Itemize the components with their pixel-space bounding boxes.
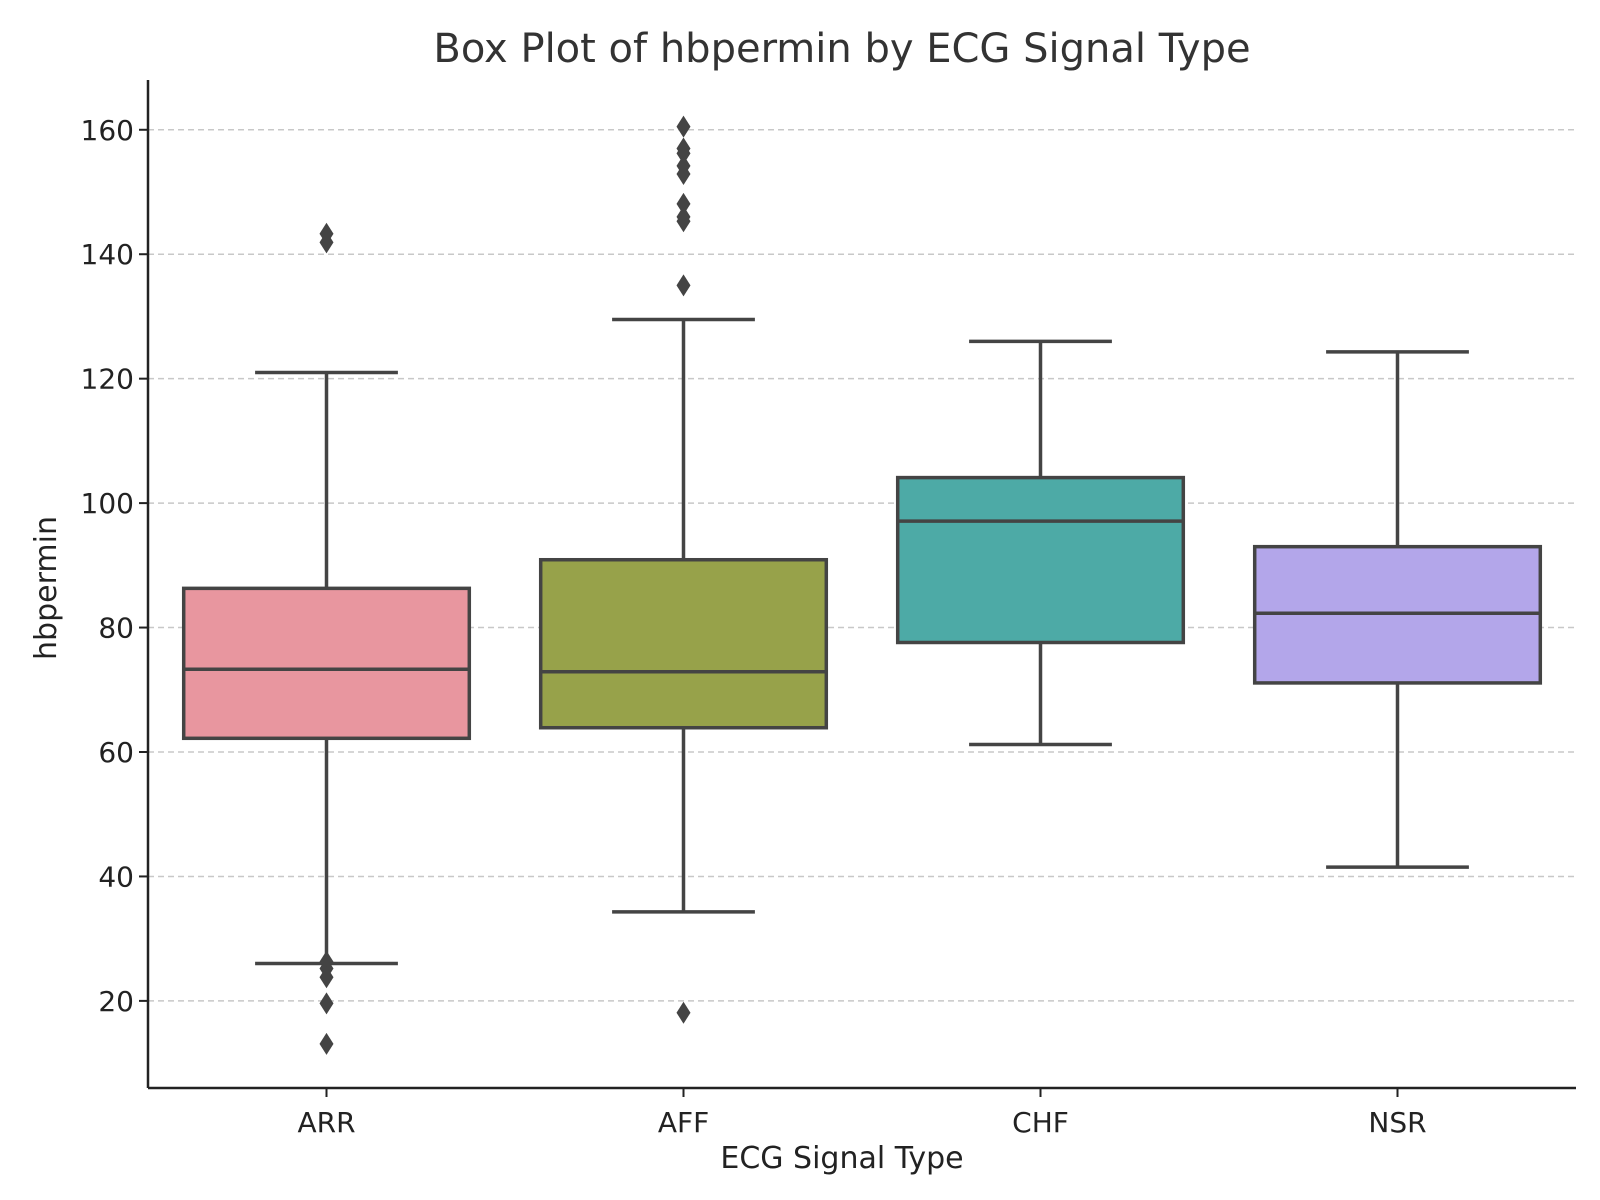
axes-layer bbox=[146, 80, 1576, 1090]
box-group-nsr bbox=[1252, 350, 1543, 869]
y-tick-label-160: 160 bbox=[81, 114, 134, 147]
y-tick-label-100: 100 bbox=[81, 487, 134, 520]
y-tick-label-60: 60 bbox=[98, 736, 134, 769]
outlier-aff-4 bbox=[676, 162, 691, 185]
outlier-aff-2 bbox=[676, 142, 691, 165]
x-tick-label-chf: CHF bbox=[1012, 1106, 1069, 1139]
x-ticks: ARR AFF CHF NSR bbox=[297, 1088, 1427, 1139]
y-ticks: 20 40 60 80 100 120 140 160 bbox=[81, 114, 148, 1018]
y-tick-label-20: 20 bbox=[98, 985, 134, 1018]
y-tick-label-140: 140 bbox=[81, 238, 134, 271]
x-tick-label-aff: AFF bbox=[658, 1106, 709, 1139]
outlier-arr-5 bbox=[319, 992, 334, 1015]
outlier-aff-7 bbox=[676, 210, 691, 233]
outlier-aff-0 bbox=[676, 115, 691, 138]
chart-title: Box Plot of hbpermin by ECG Signal Type bbox=[433, 26, 1250, 72]
boxes-layer bbox=[181, 115, 1543, 1055]
outlier-aff-9 bbox=[676, 1001, 691, 1024]
y-tick-label-80: 80 bbox=[98, 612, 134, 645]
box-group-chf bbox=[895, 339, 1186, 747]
x-axis-label: ECG Signal Type bbox=[720, 1141, 963, 1176]
y-axis-label: hbpermin bbox=[29, 516, 64, 660]
y-tick-label-120: 120 bbox=[81, 363, 134, 396]
outlier-aff-8 bbox=[676, 274, 691, 297]
outlier-arr-6 bbox=[319, 1032, 334, 1055]
box-group-arr bbox=[181, 222, 472, 1055]
box-chf bbox=[895, 475, 1186, 645]
outlier-aff-5 bbox=[676, 192, 691, 215]
x-tick-label-nsr: NSR bbox=[1368, 1106, 1426, 1139]
outlier-arr-1 bbox=[319, 231, 334, 254]
x-tick-label-arr: ARR bbox=[297, 1106, 355, 1139]
y-tick-label-40: 40 bbox=[98, 860, 134, 893]
box-arr bbox=[181, 586, 472, 741]
box-group-aff bbox=[538, 115, 829, 1024]
box-aff bbox=[538, 557, 829, 730]
outlier-arr-4 bbox=[319, 966, 334, 989]
